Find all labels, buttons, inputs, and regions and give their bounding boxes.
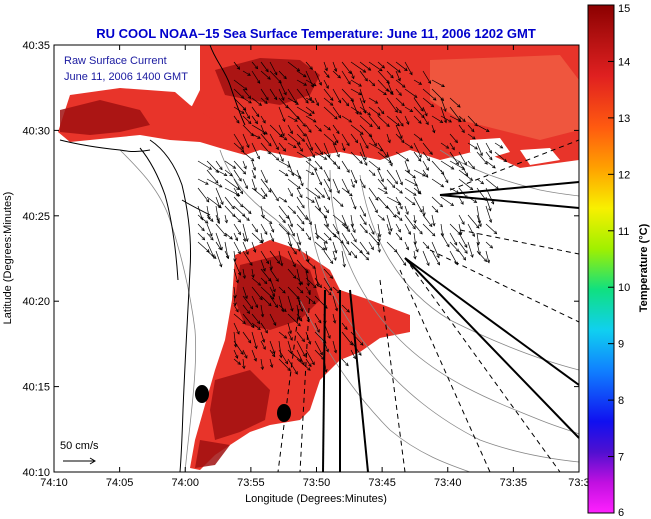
y-tick-label: 40:20 xyxy=(22,296,50,308)
x-tick-label: 74:05 xyxy=(106,477,134,489)
map-plot-area: 74:10 74:05 74:00 73:55 73:50 73:45 73:40 73:35… xyxy=(22,40,589,489)
radial-lines xyxy=(277,139,580,473)
colorbar xyxy=(587,4,615,514)
y-axis-label: Latitude (Degrees:Minutes) xyxy=(2,192,14,325)
x-tick-label: 74:10 xyxy=(40,477,68,489)
sst-field xyxy=(58,45,579,470)
colorbar-ticks: 15 14 13 12 11 10 9 8 7 6 xyxy=(608,3,630,519)
coastline xyxy=(59,44,246,473)
y-ticks: 40:35 40:30 40:25 40:20 40:15 40:10 xyxy=(22,40,579,479)
scale-label: 50 cm/s xyxy=(60,440,99,452)
x-tick-label: 73:50 xyxy=(303,477,331,489)
current-vectors xyxy=(197,61,508,375)
colorbar-tick-label: 11 xyxy=(618,226,629,238)
x-tick-label: 73:45 xyxy=(368,477,396,489)
x-tick-label: 73:3 xyxy=(568,477,589,489)
x-axis-label: Longitude (Degrees:Minutes) xyxy=(245,493,387,505)
colorbar-tick-label: 13 xyxy=(618,113,630,125)
colorbar-tick-label: 9 xyxy=(618,339,624,351)
x-tick-label: 74:00 xyxy=(171,477,199,489)
map-title: RU COOL NOAA–15 Sea Surface Temperature:… xyxy=(96,26,536,41)
colorbar-tick-label: 14 xyxy=(618,56,630,68)
colorbar-tick-label: 6 xyxy=(618,507,624,519)
colorbar-tick-label: 15 xyxy=(618,3,630,15)
overlay-line-1: Raw Surface Current xyxy=(64,55,167,67)
colorbar-tick-label: 7 xyxy=(618,452,624,464)
colorbar-tick-label: 10 xyxy=(618,282,630,294)
y-tick-label: 40:35 xyxy=(22,40,50,52)
x-ticks: 74:10 74:05 74:00 73:55 73:50 73:45 73:40 73:35… xyxy=(40,45,590,489)
y-tick-label: 40:15 xyxy=(22,382,50,394)
x-tick-label: 73:35 xyxy=(500,477,528,489)
x-tick-label: 73:40 xyxy=(434,477,462,489)
colorbar-tick-label: 12 xyxy=(618,169,630,181)
y-tick-label: 40:30 xyxy=(22,125,50,137)
y-tick-label: 40:25 xyxy=(22,211,50,223)
station-1-marker xyxy=(195,385,209,403)
y-tick-label: 40:10 xyxy=(22,467,50,479)
station-2-marker xyxy=(277,404,291,422)
colorbar-tick-label: 8 xyxy=(618,395,624,407)
station-markers xyxy=(195,385,291,422)
colorbar-label: Temperature (°C) xyxy=(638,223,650,312)
scale-arrow xyxy=(63,457,96,465)
overlay-line-2: June 11, 2006 1400 GMT xyxy=(64,71,188,83)
x-tick-label: 73:55 xyxy=(237,477,265,489)
